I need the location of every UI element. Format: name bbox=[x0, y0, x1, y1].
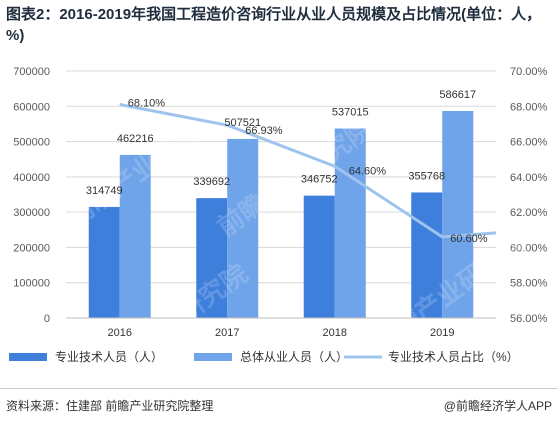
legend-swatch-series-1 bbox=[9, 353, 47, 361]
bar-series-2 bbox=[119, 154, 151, 318]
y-left-tick-label: 100000 bbox=[13, 278, 50, 290]
y-right-tick-label: 68.00% bbox=[510, 101, 548, 113]
data-label-line: 66.93% bbox=[245, 125, 283, 137]
source-note: 资料来源：住建部 前瞻产业研究院整理 bbox=[6, 399, 214, 413]
brand-credit: @前瞻经济学人APP bbox=[443, 399, 552, 413]
line-series-path bbox=[119, 103, 497, 239]
y-left-tick-label: 700000 bbox=[13, 66, 50, 78]
x-axis: 2016 2017 2018 2019 bbox=[66, 317, 496, 339]
y-right-tick-label: 58.00% bbox=[510, 278, 548, 290]
data-label-series-1: 355768 bbox=[408, 170, 445, 182]
legend-label-series-1: 专业技术人员（人） bbox=[55, 349, 163, 364]
data-label-series-2: 586617 bbox=[439, 89, 476, 101]
data-label-series-1: 339692 bbox=[193, 176, 230, 188]
data-label-line: 68.10% bbox=[128, 98, 166, 110]
bar-series-2 bbox=[334, 128, 366, 318]
data-label-line: 60.60% bbox=[450, 233, 488, 245]
data-label-series-2: 537015 bbox=[332, 107, 369, 119]
y-right-tick-label: 56.00% bbox=[510, 313, 548, 325]
footer: 资料来源：住建部 前瞻产业研究院整理 @前瞻经济学人APP bbox=[0, 388, 558, 424]
legend-label-series-2: 总体从业人员（人） bbox=[240, 350, 348, 364]
x-tick-label: 2019 bbox=[430, 327, 454, 339]
bar-series-1 bbox=[411, 192, 443, 318]
data-label-series-2: 462216 bbox=[117, 133, 154, 145]
bar-series-2 bbox=[442, 111, 474, 319]
bar-series-1 bbox=[196, 198, 228, 318]
y-left-tick-label: 600000 bbox=[13, 101, 50, 113]
legend-label-line: 专业技术人员占比（%） bbox=[388, 349, 519, 364]
bar-series-1 bbox=[88, 206, 120, 318]
x-tick-label: 2016 bbox=[108, 327, 132, 339]
y-right-tick-label: 70.00% bbox=[510, 66, 548, 78]
data-label-series-1: 314749 bbox=[86, 185, 123, 197]
bar-series-1 bbox=[303, 195, 335, 318]
y-left-tick-label: 400000 bbox=[13, 172, 50, 184]
chart-title: 图表2：2016-2019年我国工程造价咨询行业从业人员规模及占比情况(单位：人… bbox=[6, 6, 542, 44]
x-tick-label: 2017 bbox=[215, 327, 239, 339]
y-right-tick-label: 66.00% bbox=[510, 137, 548, 149]
y-left-tick-label: 0 bbox=[44, 313, 50, 325]
y-left-tick-label: 500000 bbox=[13, 137, 50, 149]
bar-series bbox=[88, 111, 474, 319]
x-tick-label: 2018 bbox=[323, 327, 347, 339]
y-axis-right: 56.00% 58.00% 60.00% 62.00% 64.00% 66.00% 68.0… bbox=[510, 66, 548, 325]
y-left-tick-label: 200000 bbox=[13, 242, 50, 254]
chart: 0 100000 200000 300000 400000 500000 600000 700… bbox=[9, 66, 548, 364]
bar-series-2 bbox=[227, 138, 259, 318]
y-right-tick-label: 62.00% bbox=[510, 207, 548, 219]
data-label-series-1: 346752 bbox=[301, 174, 338, 186]
line-series bbox=[119, 103, 497, 239]
data-label-series-2: 507521 bbox=[224, 117, 261, 129]
data-labels: 314749 462216 339692 507521 346752 537015 3557… bbox=[86, 89, 488, 245]
legend: 专业技术人员（人） 总体从业人员（人） 专业技术人员占比（%） bbox=[9, 349, 519, 364]
y-right-tick-label: 64.00% bbox=[510, 172, 548, 184]
legend-swatch-series-2 bbox=[194, 353, 232, 361]
y-axis-left: 0 100000 200000 300000 400000 500000 600000 700… bbox=[13, 66, 50, 325]
y-right-tick-label: 60.00% bbox=[510, 242, 548, 254]
y-left-tick-label: 300000 bbox=[13, 207, 50, 219]
data-label-line: 64.60% bbox=[349, 165, 387, 177]
